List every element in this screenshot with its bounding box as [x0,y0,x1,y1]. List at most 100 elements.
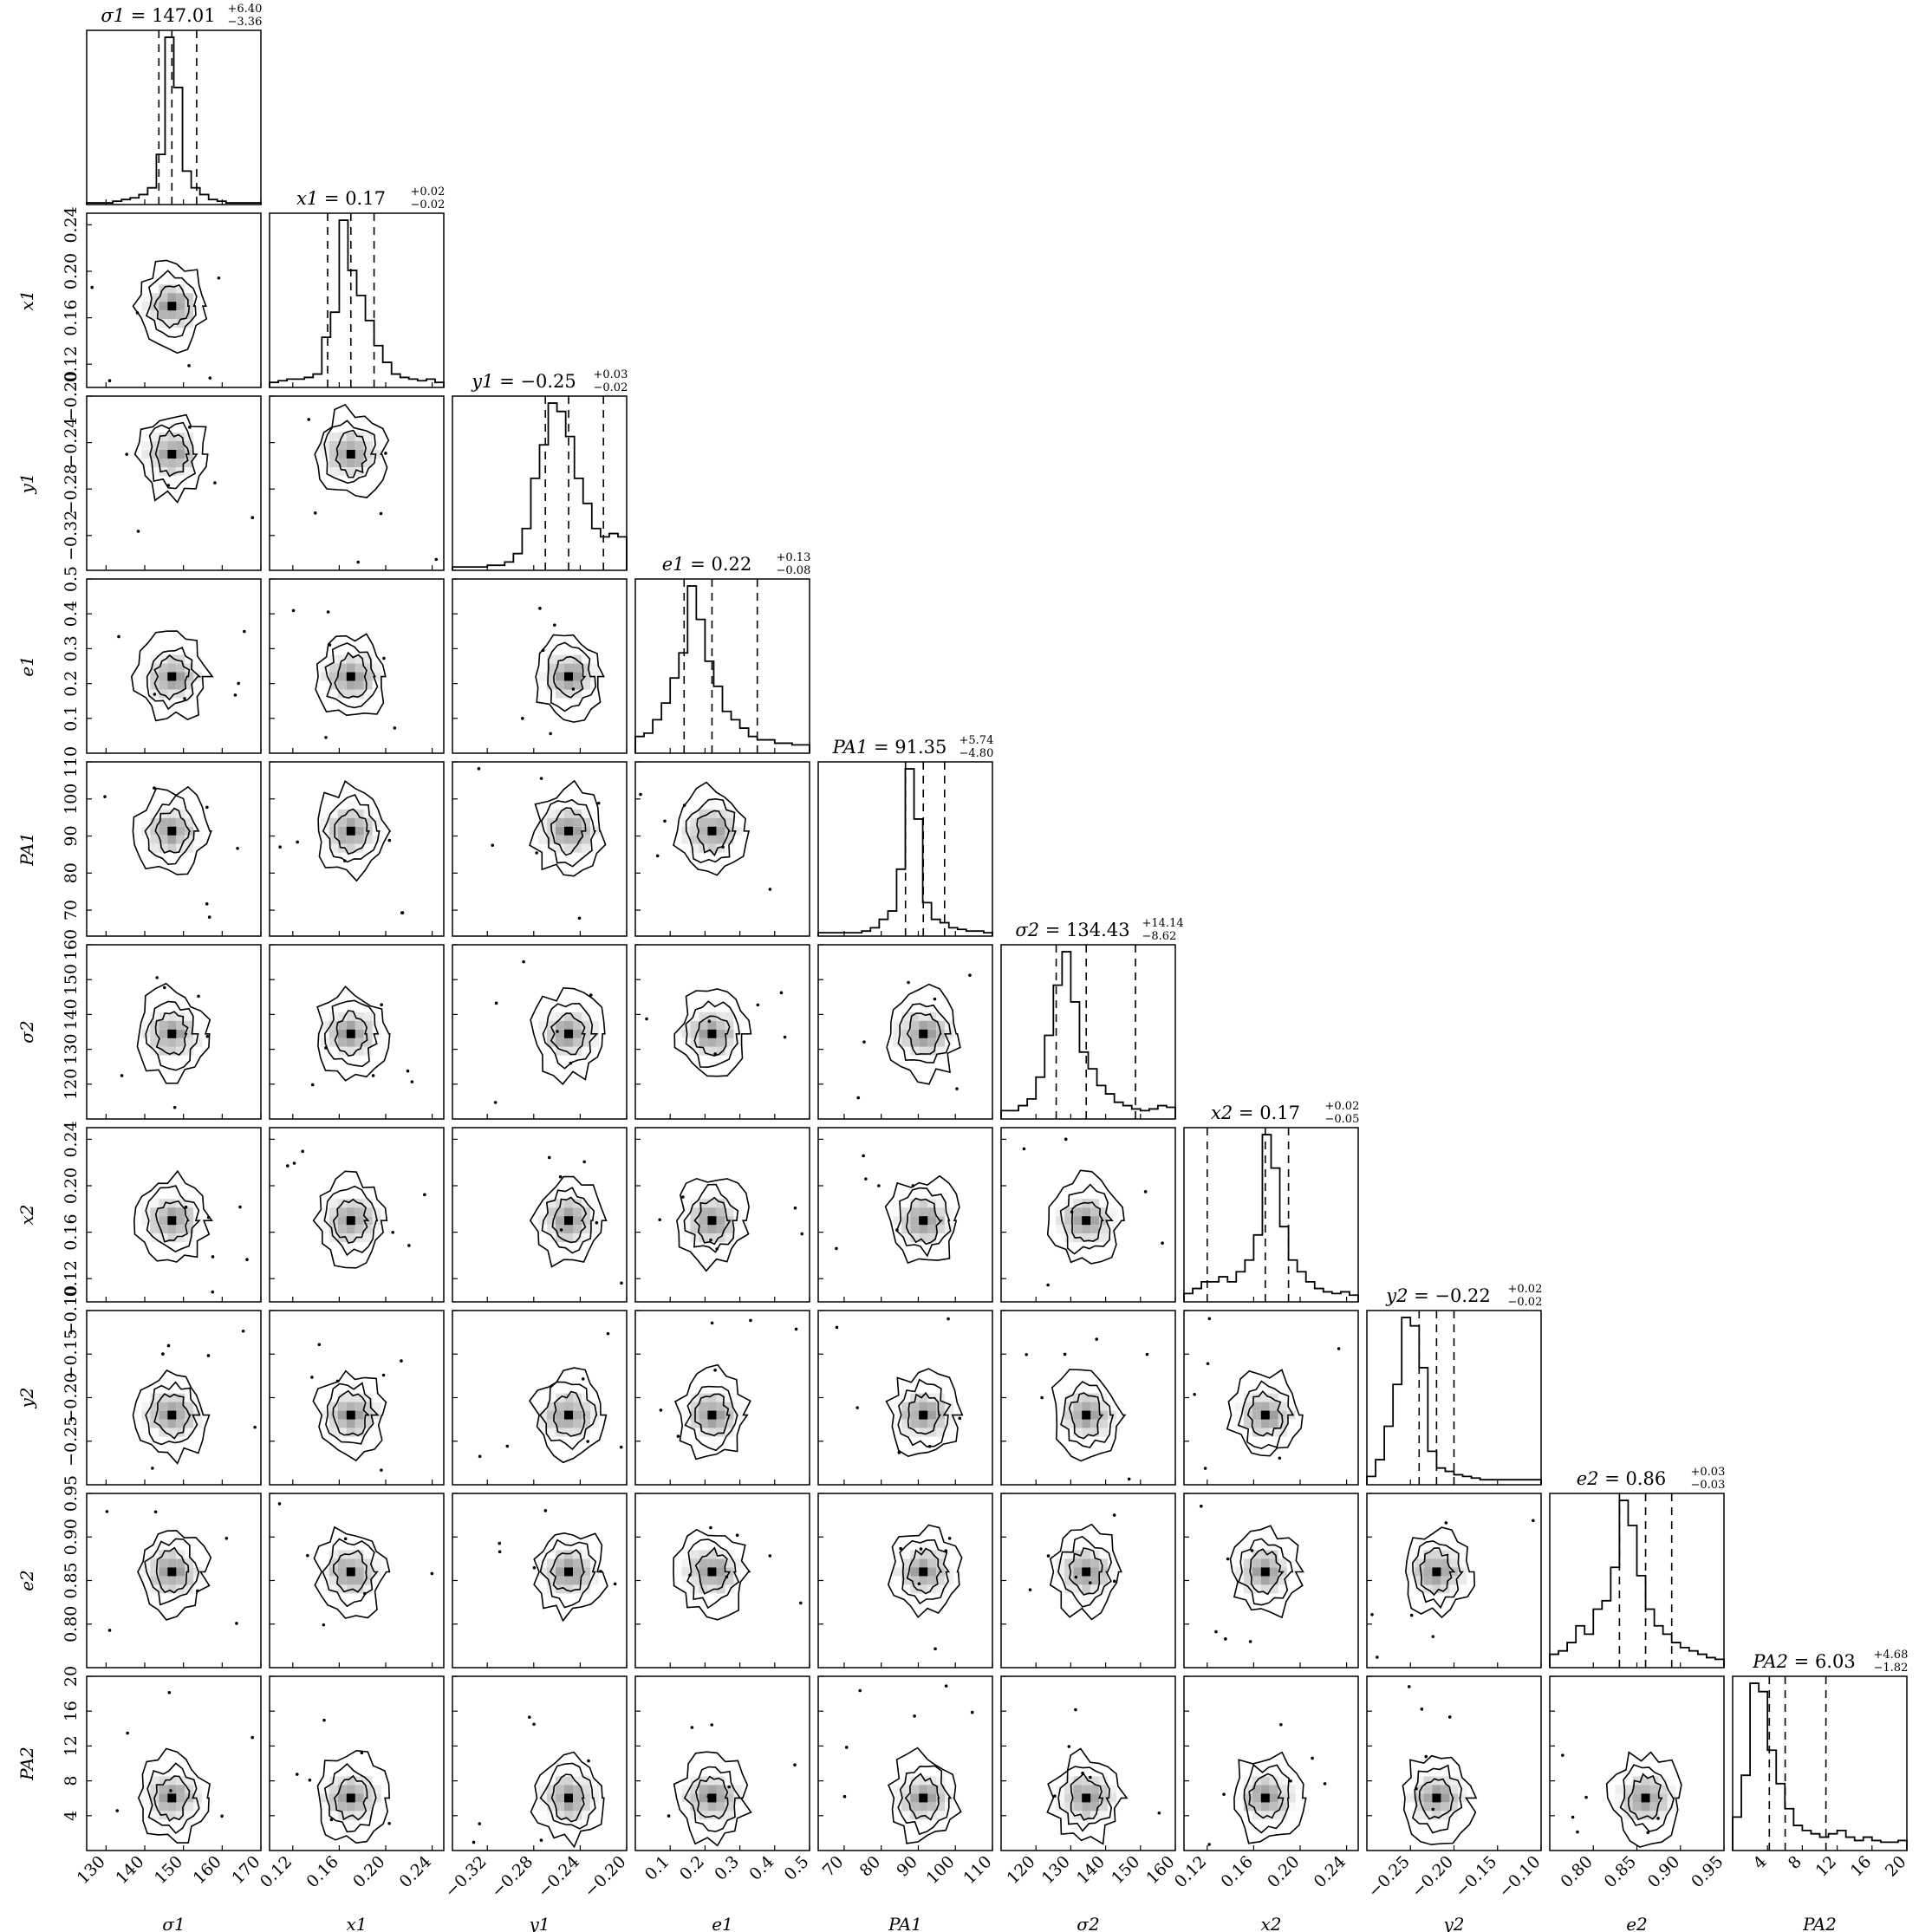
contour-level-3 [533,1532,608,1623]
density-cell [927,1558,937,1568]
density-cell [346,476,355,485]
density-cell [337,1576,347,1585]
density-cell [547,1029,556,1038]
histogram-sigma2 [1000,951,1176,1119]
density-cell [176,1567,185,1577]
density-cell [1423,1785,1433,1794]
density-cell [707,1576,717,1585]
outlier-point [253,1425,257,1429]
density-cell [707,1225,717,1234]
contour-level-1 [1249,1548,1285,1596]
density-cell [573,654,582,664]
density-cell [690,826,699,836]
title-minus-sigma1: −3.36 [228,16,263,29]
contour-level-2 [897,1765,953,1836]
histogram-pa2 [1732,1682,1908,1851]
density-cell [185,680,194,690]
contour-level-2 [324,642,379,709]
outlier-point [155,976,159,979]
density-cell [355,1558,364,1568]
density-cell [329,433,338,441]
density-cell [910,1776,920,1786]
density-cell [1090,1785,1100,1794]
density-cell [1099,1776,1109,1786]
panel-sigma1-e2: 0.800.850.900.95 [62,1475,262,1669]
density-cell [329,809,338,818]
density-cell [363,1428,373,1437]
density-cell [329,1225,338,1234]
density-cell [901,1811,911,1820]
density-cell [1073,1199,1083,1208]
density-cell [901,1558,911,1568]
density-cell [1432,1767,1441,1777]
density-cell [564,809,573,818]
contour-level-3 [530,986,606,1085]
density-cell [1073,1584,1083,1594]
outlier-point [382,656,386,660]
density-cell [582,1038,590,1047]
panel-e1-e1: e1 = 0.22 +0.13−0.08 [634,551,810,754]
density-cell [150,826,159,836]
density-cell [564,1584,573,1594]
y-tick-label: 100 [62,784,81,815]
density-cell [733,826,743,836]
y-tick-label: −0.15 [62,1329,81,1379]
x-tick-label: 170 [228,1852,263,1888]
density-cell [707,1802,717,1812]
title-minus-pa2: −1.82 [1874,1662,1909,1675]
density-cell [185,1012,194,1021]
density-cell [185,1393,194,1402]
outlier-point [117,634,120,639]
density-cell [1441,1576,1450,1585]
density-cell [167,1541,177,1551]
panel-frame [1183,1675,1359,1851]
density-cell [329,1428,338,1437]
outlier-point [794,1327,798,1331]
density-cell [329,1785,338,1794]
panel-x1-x1: x1 = 0.17 +0.02−0.02 [269,185,445,388]
density-cell [893,1802,902,1812]
density-cell [733,1802,743,1812]
density-cell [150,284,159,294]
outlier-point [207,915,211,919]
density-cell [355,1216,364,1226]
density-cell [185,1811,194,1820]
outlier-point [162,986,166,990]
contour-level-1 [153,283,191,329]
density-cell [159,1038,168,1047]
outlier-point [933,997,937,1001]
outlier-point [715,1247,719,1251]
density-cell [936,1225,946,1234]
panel-frame [269,761,445,937]
density-cell [150,310,159,320]
outlier-point [862,1040,866,1044]
density-cell [185,654,194,664]
outlier-point [188,426,192,429]
density-cell [1458,1802,1467,1812]
density-cell [573,817,582,827]
density-cell [167,1020,177,1030]
density-cell [582,809,590,818]
density-cell [329,843,338,853]
density-cell [363,1558,373,1568]
density-cell [1449,1811,1459,1820]
panel-frame [86,395,262,571]
density-cell [1658,1802,1668,1812]
outlier-point [549,732,552,736]
density-cell [1432,1576,1441,1585]
y-axis-label-y1: y1 [16,472,37,494]
density-cell [159,1776,168,1786]
contour-level-1 [550,1773,585,1823]
density-cell [699,1020,708,1030]
y-tick-label: 0.5 [62,566,81,592]
density-cell [919,1584,928,1594]
density-cell [150,1225,159,1234]
density-cell [919,1038,928,1047]
density-cell [320,459,329,467]
density-cell [901,1029,911,1038]
outlier-point [756,1003,760,1007]
contour-level-3 [1049,1523,1122,1621]
contour-level-2 [685,1000,741,1069]
density-cell [707,1584,717,1594]
density-cell [582,654,590,664]
